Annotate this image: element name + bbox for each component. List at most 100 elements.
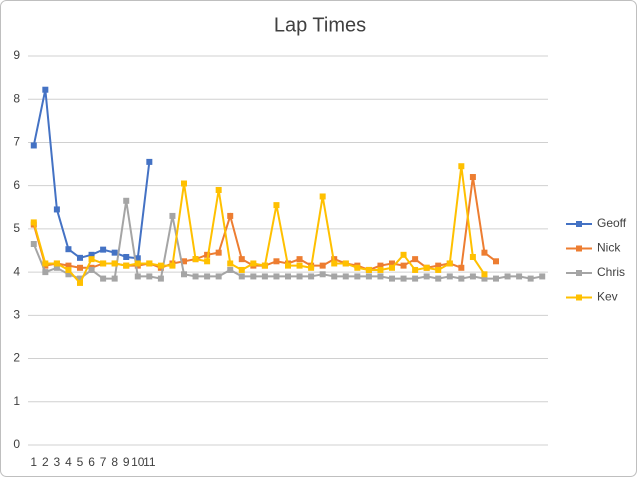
point-marker [169, 212, 176, 219]
point-marker [204, 273, 211, 280]
point-marker [285, 273, 291, 280]
point-marker [204, 251, 211, 258]
point-marker [134, 255, 141, 262]
point-marker [146, 260, 153, 267]
x-tick-label: 2 [42, 455, 49, 469]
point-marker [42, 269, 49, 276]
point-marker [181, 258, 187, 265]
legend-label: Chris [597, 265, 625, 279]
point-marker [493, 258, 499, 265]
point-marker [354, 264, 361, 271]
point-marker [100, 260, 107, 267]
point-marker [123, 262, 130, 269]
point-marker [469, 273, 476, 280]
point-marker [238, 256, 245, 263]
point-marker [435, 275, 442, 282]
series-line [32, 166, 486, 285]
point-marker [157, 275, 164, 282]
x-tick-label: 1 [30, 455, 37, 469]
point-marker [469, 174, 476, 181]
point-marker [377, 262, 384, 269]
point-marker [30, 241, 37, 248]
point-marker [181, 180, 187, 187]
point-marker [146, 273, 153, 280]
x-tick-label: 11 [143, 455, 156, 469]
point-marker [273, 202, 280, 209]
point-marker [227, 212, 234, 219]
point-marker [88, 251, 95, 258]
point-marker [446, 273, 453, 280]
point-marker [100, 246, 107, 253]
point-marker [53, 264, 60, 271]
x-tick-label: 5 [77, 455, 84, 469]
y-tick-label: 8 [13, 91, 20, 105]
point-marker [111, 275, 118, 282]
point-marker [123, 253, 130, 260]
legend-marker [576, 221, 582, 227]
point-marker [250, 260, 257, 267]
point-marker [42, 86, 49, 93]
point-marker [365, 266, 372, 273]
point-marker [308, 264, 315, 271]
point-marker [215, 273, 222, 280]
point-marker [30, 142, 37, 149]
point-marker [65, 271, 72, 278]
point-marker [527, 275, 534, 282]
point-marker [88, 256, 95, 263]
x-tick-label: 9 [123, 455, 130, 469]
point-marker [377, 266, 384, 273]
point-marker [169, 262, 176, 269]
point-marker [227, 266, 234, 273]
point-marker [77, 264, 83, 271]
point-marker [412, 275, 419, 282]
point-marker [423, 264, 430, 271]
point-marker [261, 262, 268, 269]
point-marker [261, 273, 268, 280]
point-marker [458, 275, 465, 282]
point-marker [412, 266, 419, 273]
point-marker [53, 260, 60, 267]
point-marker [319, 262, 326, 269]
x-tick-label: 4 [65, 455, 72, 469]
point-marker [377, 273, 384, 280]
point-marker [30, 219, 37, 226]
point-marker [423, 273, 430, 280]
point-marker [539, 273, 546, 280]
y-tick-label: 6 [13, 178, 20, 192]
point-marker [331, 260, 338, 267]
point-marker [469, 253, 476, 260]
point-marker [504, 273, 511, 280]
point-marker [100, 275, 107, 282]
point-marker [157, 262, 164, 269]
legend-label: Kev [597, 290, 618, 304]
point-marker [77, 254, 83, 261]
point-marker [342, 273, 349, 280]
point-marker [296, 273, 303, 280]
point-marker [446, 260, 453, 267]
y-tick-label: 3 [13, 308, 20, 322]
point-marker [308, 273, 315, 280]
y-tick-label: 0 [13, 437, 20, 451]
point-marker [88, 266, 95, 273]
point-marker [435, 266, 442, 273]
point-marker [134, 260, 141, 267]
point-marker [319, 271, 326, 278]
point-marker [192, 273, 199, 280]
point-marker [412, 256, 419, 263]
point-marker [342, 260, 349, 267]
point-marker [42, 260, 49, 267]
point-marker [238, 273, 245, 280]
point-marker [181, 271, 187, 278]
chart-title: Lap Times [274, 14, 366, 36]
point-marker [400, 262, 407, 269]
point-marker [481, 271, 488, 278]
legend-marker [576, 245, 582, 252]
point-marker [146, 158, 153, 165]
point-marker [77, 279, 83, 286]
point-marker [458, 264, 465, 271]
point-marker [400, 275, 407, 282]
point-marker [493, 275, 499, 282]
point-marker [400, 251, 407, 258]
